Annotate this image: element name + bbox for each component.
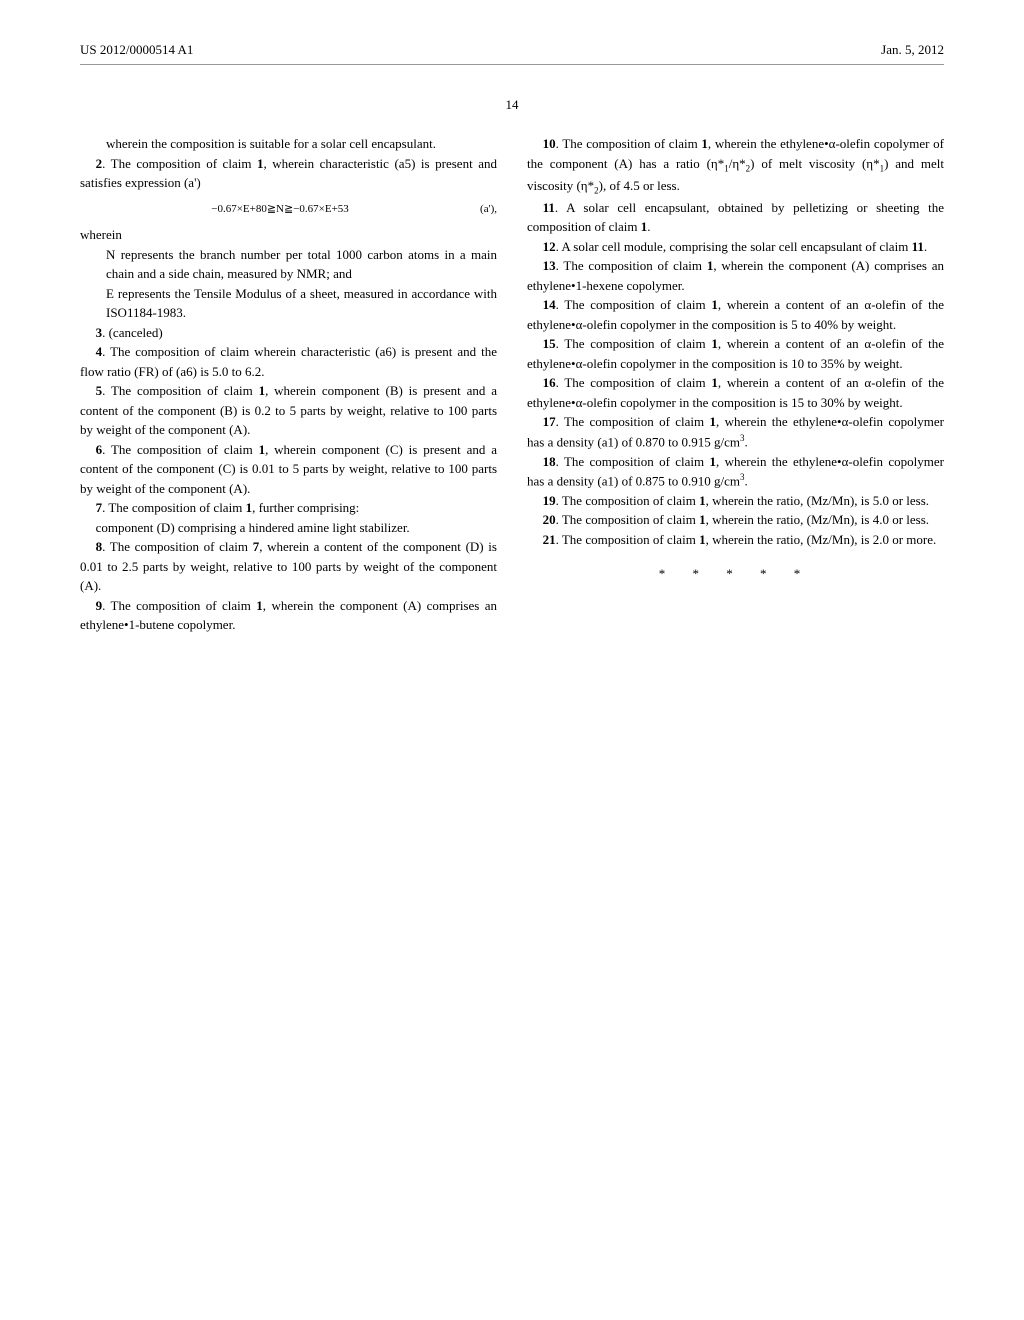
claim-20-number: 20 xyxy=(543,512,556,527)
wherein-label: wherein xyxy=(80,225,497,245)
claim-13-number: 13 xyxy=(543,258,556,273)
claim-2-text-a: . The composition of claim xyxy=(102,156,257,171)
claim-12-text: . A solar cell module, comprising the so… xyxy=(556,239,912,254)
claim-18-text-a: . The composition of claim xyxy=(556,454,710,469)
claim-6-text-a: . The composition of claim xyxy=(102,442,258,457)
claim-18: 18. The composition of claim 1, wherein … xyxy=(527,452,944,491)
claim-15-number: 15 xyxy=(543,336,556,351)
equation-label: (a'), xyxy=(480,201,497,218)
claim-9-text-a: . The composition of claim xyxy=(102,598,256,613)
end-marks: * * * * * xyxy=(527,564,944,584)
claim-20-text-a: . The composition of claim xyxy=(556,512,699,527)
claim-14-number: 14 xyxy=(543,297,556,312)
claim-7-text-a: . The composition of claim xyxy=(102,500,245,515)
claim-6: 6. The composition of claim 1, wherein c… xyxy=(80,440,497,499)
claim-7-text-b: , further comprising: xyxy=(252,500,359,515)
claim-19-text-b: , wherein the ratio, (Mz/Mn), is 5.0 or … xyxy=(706,493,929,508)
claim-12-number: 12 xyxy=(543,239,556,254)
equation-text: −0.67×E+80≧N≧−0.67×E+53 xyxy=(211,203,349,215)
claim-14: 14. The composition of claim 1, wherein … xyxy=(527,295,944,334)
claim-10-number: 10 xyxy=(543,136,556,151)
claim-17-text-a: . The composition of claim xyxy=(556,414,710,429)
equation-a-prime: −0.67×E+80≧N≧−0.67×E+53 (a'), xyxy=(80,201,497,218)
claim-10-text-f: ), of 4.5 or less. xyxy=(599,178,680,193)
claim-13: 13. The composition of claim 1, wherein … xyxy=(527,256,944,295)
left-column: wherein the composition is suitable for … xyxy=(80,134,497,635)
claim-11: 11. A solar cell encapsulant, obtained b… xyxy=(527,198,944,237)
claim-10: 10. The composition of claim 1, wherein … xyxy=(527,134,944,198)
right-column: 10. The composition of claim 1, wherein … xyxy=(527,134,944,635)
page-number: 14 xyxy=(80,95,944,115)
claim-11-number: 11 xyxy=(543,200,555,215)
claim-8: 8. The composition of claim 7, wherein a… xyxy=(80,537,497,596)
claim-17-end: . xyxy=(745,434,748,449)
claim-12-ref: 11 xyxy=(912,239,924,254)
claim-2: 2. The composition of claim 1, wherein c… xyxy=(80,154,497,193)
publication-date: Jan. 5, 2012 xyxy=(881,40,944,60)
claim-7: 7. The composition of claim 1, further c… xyxy=(80,498,497,518)
content-columns: wherein the composition is suitable for … xyxy=(80,134,944,635)
claim-4: 4. The composition of claim wherein char… xyxy=(80,342,497,381)
claim-17: 17. The composition of claim 1, wherein … xyxy=(527,412,944,451)
claim-17-number: 17 xyxy=(543,414,556,429)
claim-5-text-a: . The composition of claim xyxy=(102,383,258,398)
claim-3: 3. (canceled) xyxy=(80,323,497,343)
claim-10-text-c: /η* xyxy=(729,156,746,171)
page-header: US 2012/0000514 A1 Jan. 5, 2012 xyxy=(80,40,944,65)
claim-7-sub: component (D) comprising a hindered amin… xyxy=(96,518,497,538)
claim-16-number: 16 xyxy=(543,375,556,390)
claim-11-text: . A solar cell encapsulant, obtained by … xyxy=(527,200,944,235)
claim-16: 16. The composition of claim 1, wherein … xyxy=(527,373,944,412)
claim-8-text-a: . The composition of claim xyxy=(102,539,253,554)
claim-10-text-d: ) of melt viscosity (η* xyxy=(750,156,879,171)
claim-21: 21. The composition of claim 1, wherein … xyxy=(527,530,944,550)
claim-21-text-b: , wherein the ratio, (Mz/Mn), is 2.0 or … xyxy=(706,532,937,547)
claim-4-text: . The composition of claim wherein chara… xyxy=(80,344,497,379)
claim-11-end: . xyxy=(647,219,650,234)
claim-2-sub-e: E represents the Tensile Modulus of a sh… xyxy=(106,284,497,323)
claim-16-text-a: . The composition of claim xyxy=(556,375,712,390)
claim-13-text-a: . The composition of claim xyxy=(556,258,707,273)
claim-2-sub-n: N represents the branch number per total… xyxy=(106,245,497,284)
patent-number: US 2012/0000514 A1 xyxy=(80,40,193,60)
claim-5: 5. The composition of claim 1, wherein c… xyxy=(80,381,497,440)
claim-21-number: 21 xyxy=(543,532,556,547)
claim-18-number: 18 xyxy=(543,454,556,469)
claim-14-text-a: . The composition of claim xyxy=(556,297,712,312)
claim-12-end: . xyxy=(924,239,927,254)
claim-19-number: 19 xyxy=(543,493,556,508)
claim-20: 20. The composition of claim 1, wherein … xyxy=(527,510,944,530)
claim-3-text: . (canceled) xyxy=(102,325,163,340)
claim-15: 15. The composition of claim 1, wherein … xyxy=(527,334,944,373)
claim-20-text-b: , wherein the ratio, (Mz/Mn), is 4.0 or … xyxy=(706,512,929,527)
claim-18-end: . xyxy=(745,473,748,488)
claim-21-text-a: . The composition of claim xyxy=(556,532,699,547)
claim-9: 9. The composition of claim 1, wherein t… xyxy=(80,596,497,635)
claim-19-text-a: . The composition of claim xyxy=(556,493,699,508)
claim-19: 19. The composition of claim 1, wherein … xyxy=(527,491,944,511)
claim-10-text-a: . The composition of claim xyxy=(556,136,702,151)
claim-1-continuation: wherein the composition is suitable for … xyxy=(106,134,497,154)
claim-15-text-a: . The composition of claim xyxy=(556,336,712,351)
claim-12: 12. A solar cell module, comprising the … xyxy=(527,237,944,257)
